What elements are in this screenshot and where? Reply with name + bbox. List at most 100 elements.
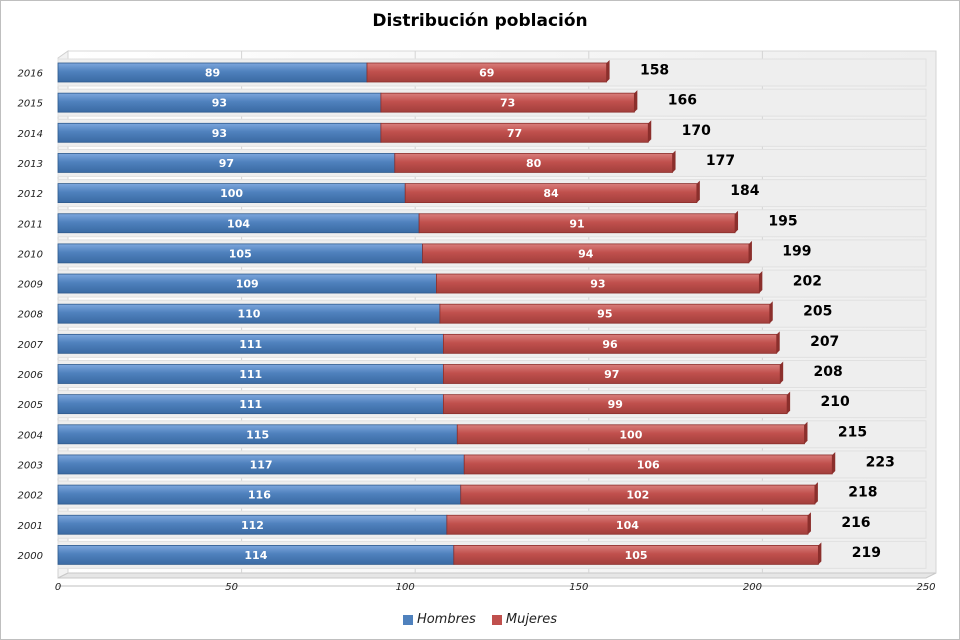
y-tick-label: 2014 — [18, 129, 43, 140]
data-label-mujeres: 106 — [637, 458, 660, 471]
data-label-mujeres: 97 — [604, 368, 619, 381]
y-tick-label: 2005 — [18, 400, 43, 411]
data-label-mujeres: 91 — [569, 217, 584, 230]
y-tick-label: 2016 — [18, 69, 43, 80]
data-label-hombres: 105 — [229, 247, 252, 260]
legend-item-mujeres: Mujeres — [491, 612, 558, 627]
total-label: 199 — [782, 243, 811, 259]
y-tick-label: 2002 — [18, 491, 43, 502]
data-label-hombres: 109 — [236, 278, 259, 291]
x-tick-label: 150 — [569, 582, 588, 593]
data-label-hombres: 100 — [220, 187, 243, 200]
chart-title: Distribución población — [372, 11, 588, 31]
bar-end-face — [759, 271, 763, 294]
bar-end-face — [648, 120, 652, 143]
y-tick-label: 2011 — [18, 219, 43, 230]
y-tick-label: 2009 — [18, 280, 43, 291]
data-label-mujeres: 73 — [500, 97, 515, 110]
data-label-hombres: 115 — [246, 428, 269, 441]
y-tick-label: 2007 — [18, 340, 44, 351]
y-tick-label: 2004 — [18, 430, 43, 441]
total-label: 158 — [640, 63, 669, 79]
bar-end-face — [696, 180, 700, 203]
bar-end-face — [672, 150, 676, 173]
total-label: 219 — [852, 545, 881, 561]
bar-end-face — [787, 391, 791, 414]
bar-end-face — [814, 482, 818, 505]
data-label-hombres: 93 — [212, 127, 227, 140]
total-label: 205 — [803, 304, 832, 320]
bar-end-face — [748, 240, 752, 263]
data-label-hombres: 89 — [205, 67, 220, 80]
y-tick-label: 2012 — [18, 189, 43, 200]
bar-end-face — [832, 451, 836, 474]
data-label-mujeres: 99 — [608, 398, 623, 411]
total-label: 177 — [706, 153, 735, 169]
total-label: 223 — [866, 454, 895, 470]
y-tick-label: 2015 — [18, 99, 43, 110]
data-label-hombres: 104 — [227, 217, 250, 230]
x-tick-label: 50 — [225, 582, 238, 593]
bar-end-face — [807, 512, 811, 535]
total-label: 202 — [793, 274, 822, 290]
legend-label-mujeres: Mujeres — [505, 612, 558, 627]
data-label-mujeres: 84 — [543, 187, 559, 200]
data-label-hombres: 93 — [212, 97, 227, 110]
x-tick-label: 0 — [55, 582, 61, 593]
total-label: 184 — [730, 183, 759, 199]
y-tick-label: 2010 — [18, 249, 43, 260]
y-tick-label: 2006 — [18, 370, 43, 381]
y-tick-label: 2001 — [18, 521, 43, 532]
x-tick-label: 250 — [916, 582, 935, 593]
total-label: 195 — [768, 213, 797, 229]
data-label-hombres: 116 — [248, 489, 271, 502]
bar-end-face — [780, 361, 784, 384]
total-label: 215 — [838, 424, 867, 440]
bar-end-face — [606, 60, 610, 82]
data-label-mujeres: 94 — [578, 247, 594, 260]
legend-item-hombres: Hombres — [402, 612, 476, 627]
chart-legend: Hombres Mujeres — [1, 612, 959, 629]
data-label-hombres: 112 — [241, 519, 264, 532]
data-label-hombres: 111 — [239, 398, 262, 411]
y-tick-label: 2003 — [18, 460, 43, 471]
total-label: 210 — [821, 394, 850, 410]
total-label: 216 — [841, 515, 870, 531]
y-tick-label: 2000 — [18, 551, 43, 562]
total-label: 218 — [848, 485, 877, 501]
total-label: 170 — [682, 123, 711, 139]
bar-end-face — [804, 421, 808, 444]
bar-end-face — [818, 542, 822, 565]
data-label-mujeres: 96 — [602, 338, 618, 351]
data-label-hombres: 117 — [250, 458, 273, 471]
x-tick-label: 100 — [396, 582, 415, 593]
data-label-hombres: 97 — [219, 157, 234, 170]
data-label-hombres: 111 — [239, 338, 262, 351]
total-label: 208 — [814, 364, 843, 380]
bar-end-face — [735, 210, 739, 233]
total-label: 166 — [668, 93, 697, 109]
chart-plot: 2016 89 69 158 2015 93 73 166 2014 93 77 170 2013 97 8… — [18, 50, 937, 593]
bar-end-face — [769, 301, 773, 324]
data-label-mujeres: 80 — [526, 157, 542, 170]
data-label-mujeres: 77 — [507, 127, 522, 140]
y-tick-label: 2008 — [18, 310, 43, 321]
bar-end-face — [634, 90, 638, 113]
data-label-mujeres: 93 — [590, 278, 605, 291]
legend-label-hombres: Hombres — [416, 612, 476, 627]
bar-end-face — [776, 331, 780, 354]
x-tick-label: 200 — [743, 582, 762, 593]
total-label: 207 — [810, 334, 839, 350]
data-label-hombres: 114 — [244, 549, 267, 562]
y-tick-label: 2013 — [18, 159, 43, 170]
data-label-mujeres: 104 — [616, 519, 639, 532]
data-label-mujeres: 95 — [597, 308, 612, 321]
floor — [57, 572, 937, 579]
legend-swatch-mujeres — [491, 614, 502, 625]
data-label-mujeres: 69 — [479, 67, 494, 80]
data-label-mujeres: 105 — [625, 549, 648, 562]
data-label-hombres: 111 — [239, 368, 262, 381]
data-label-mujeres: 100 — [619, 428, 642, 441]
data-label-hombres: 110 — [237, 308, 260, 321]
